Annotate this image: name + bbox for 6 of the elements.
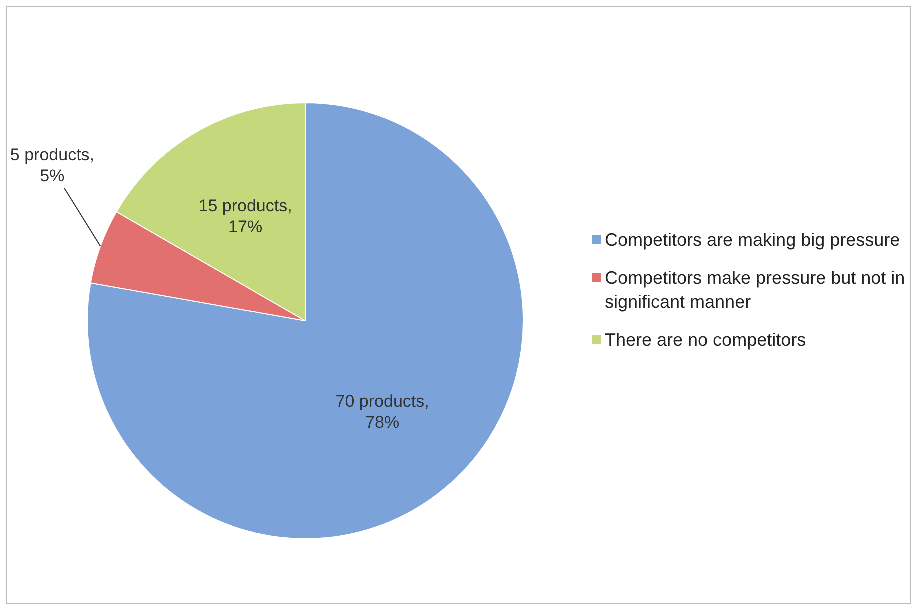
data-label: 15 products, 17%: [198, 196, 292, 236]
legend-label: There are no competitors: [605, 329, 806, 352]
data-label: 70 products, 78%: [336, 392, 430, 432]
data-label: 5 products, 5%: [10, 145, 95, 186]
legend-label: Competitors make pressure but not in significant manner: [605, 266, 906, 314]
legend-label: Competitors are making big pressure: [605, 228, 900, 252]
